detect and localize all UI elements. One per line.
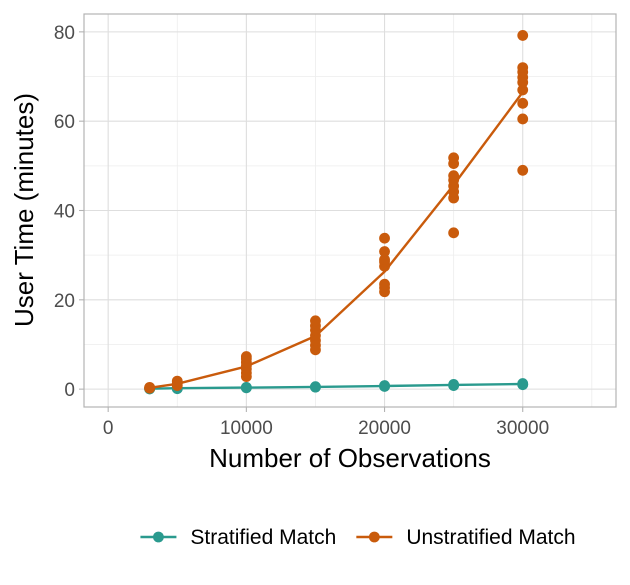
data-point — [517, 84, 529, 96]
data-point — [517, 164, 529, 176]
data-point — [379, 232, 390, 244]
data-point — [379, 246, 390, 257]
series-group — [144, 30, 529, 394]
data-point — [379, 380, 390, 391]
legend: Stratified Match Unstratified Match — [140, 526, 576, 549]
legend-key-dot — [153, 531, 164, 543]
data-point — [310, 315, 321, 327]
legend-item: Unstratified Match — [356, 526, 576, 549]
data-point — [240, 381, 252, 393]
legend-label: Stratified Match — [190, 526, 336, 549]
y-axis-title: User Time (minutes) — [9, 93, 39, 327]
data-point — [448, 227, 460, 239]
major-gridlines — [84, 14, 616, 407]
legend-item: Stratified Match — [140, 526, 336, 549]
data-point — [240, 351, 252, 362]
data-point — [379, 278, 390, 290]
data-point — [448, 152, 460, 164]
data-point — [171, 375, 183, 387]
y-tick-label: 60 — [54, 112, 75, 133]
data-point — [144, 382, 156, 394]
y-tick-label: 80 — [54, 23, 75, 44]
data-point — [517, 62, 529, 73]
y-axis-ticks: 0 20 40 60 80 — [54, 23, 84, 401]
y-tick-label: 40 — [54, 202, 75, 223]
data-point — [379, 254, 390, 266]
data-point — [310, 381, 321, 393]
plot-series — [144, 30, 529, 395]
legend-label: Unstratified Match — [406, 526, 575, 549]
data-point — [517, 378, 529, 389]
x-axis-title: Number of Observations — [209, 443, 491, 473]
data-point — [517, 97, 529, 109]
x-axis-ticks: 0 10000 20000 30000 — [103, 407, 549, 439]
data-point — [448, 170, 460, 182]
x-tick-label: 20000 — [358, 418, 411, 439]
x-tick-label: 10000 — [220, 418, 273, 439]
y-tick-label: 20 — [54, 291, 75, 312]
x-tick-label: 0 — [103, 418, 114, 439]
legend-key-dot — [368, 531, 380, 543]
data-point — [448, 379, 460, 390]
data-point — [517, 113, 529, 125]
x-tick-label: 30000 — [496, 418, 549, 439]
data-point — [517, 30, 529, 41]
y-tick-label: 0 — [64, 380, 75, 401]
